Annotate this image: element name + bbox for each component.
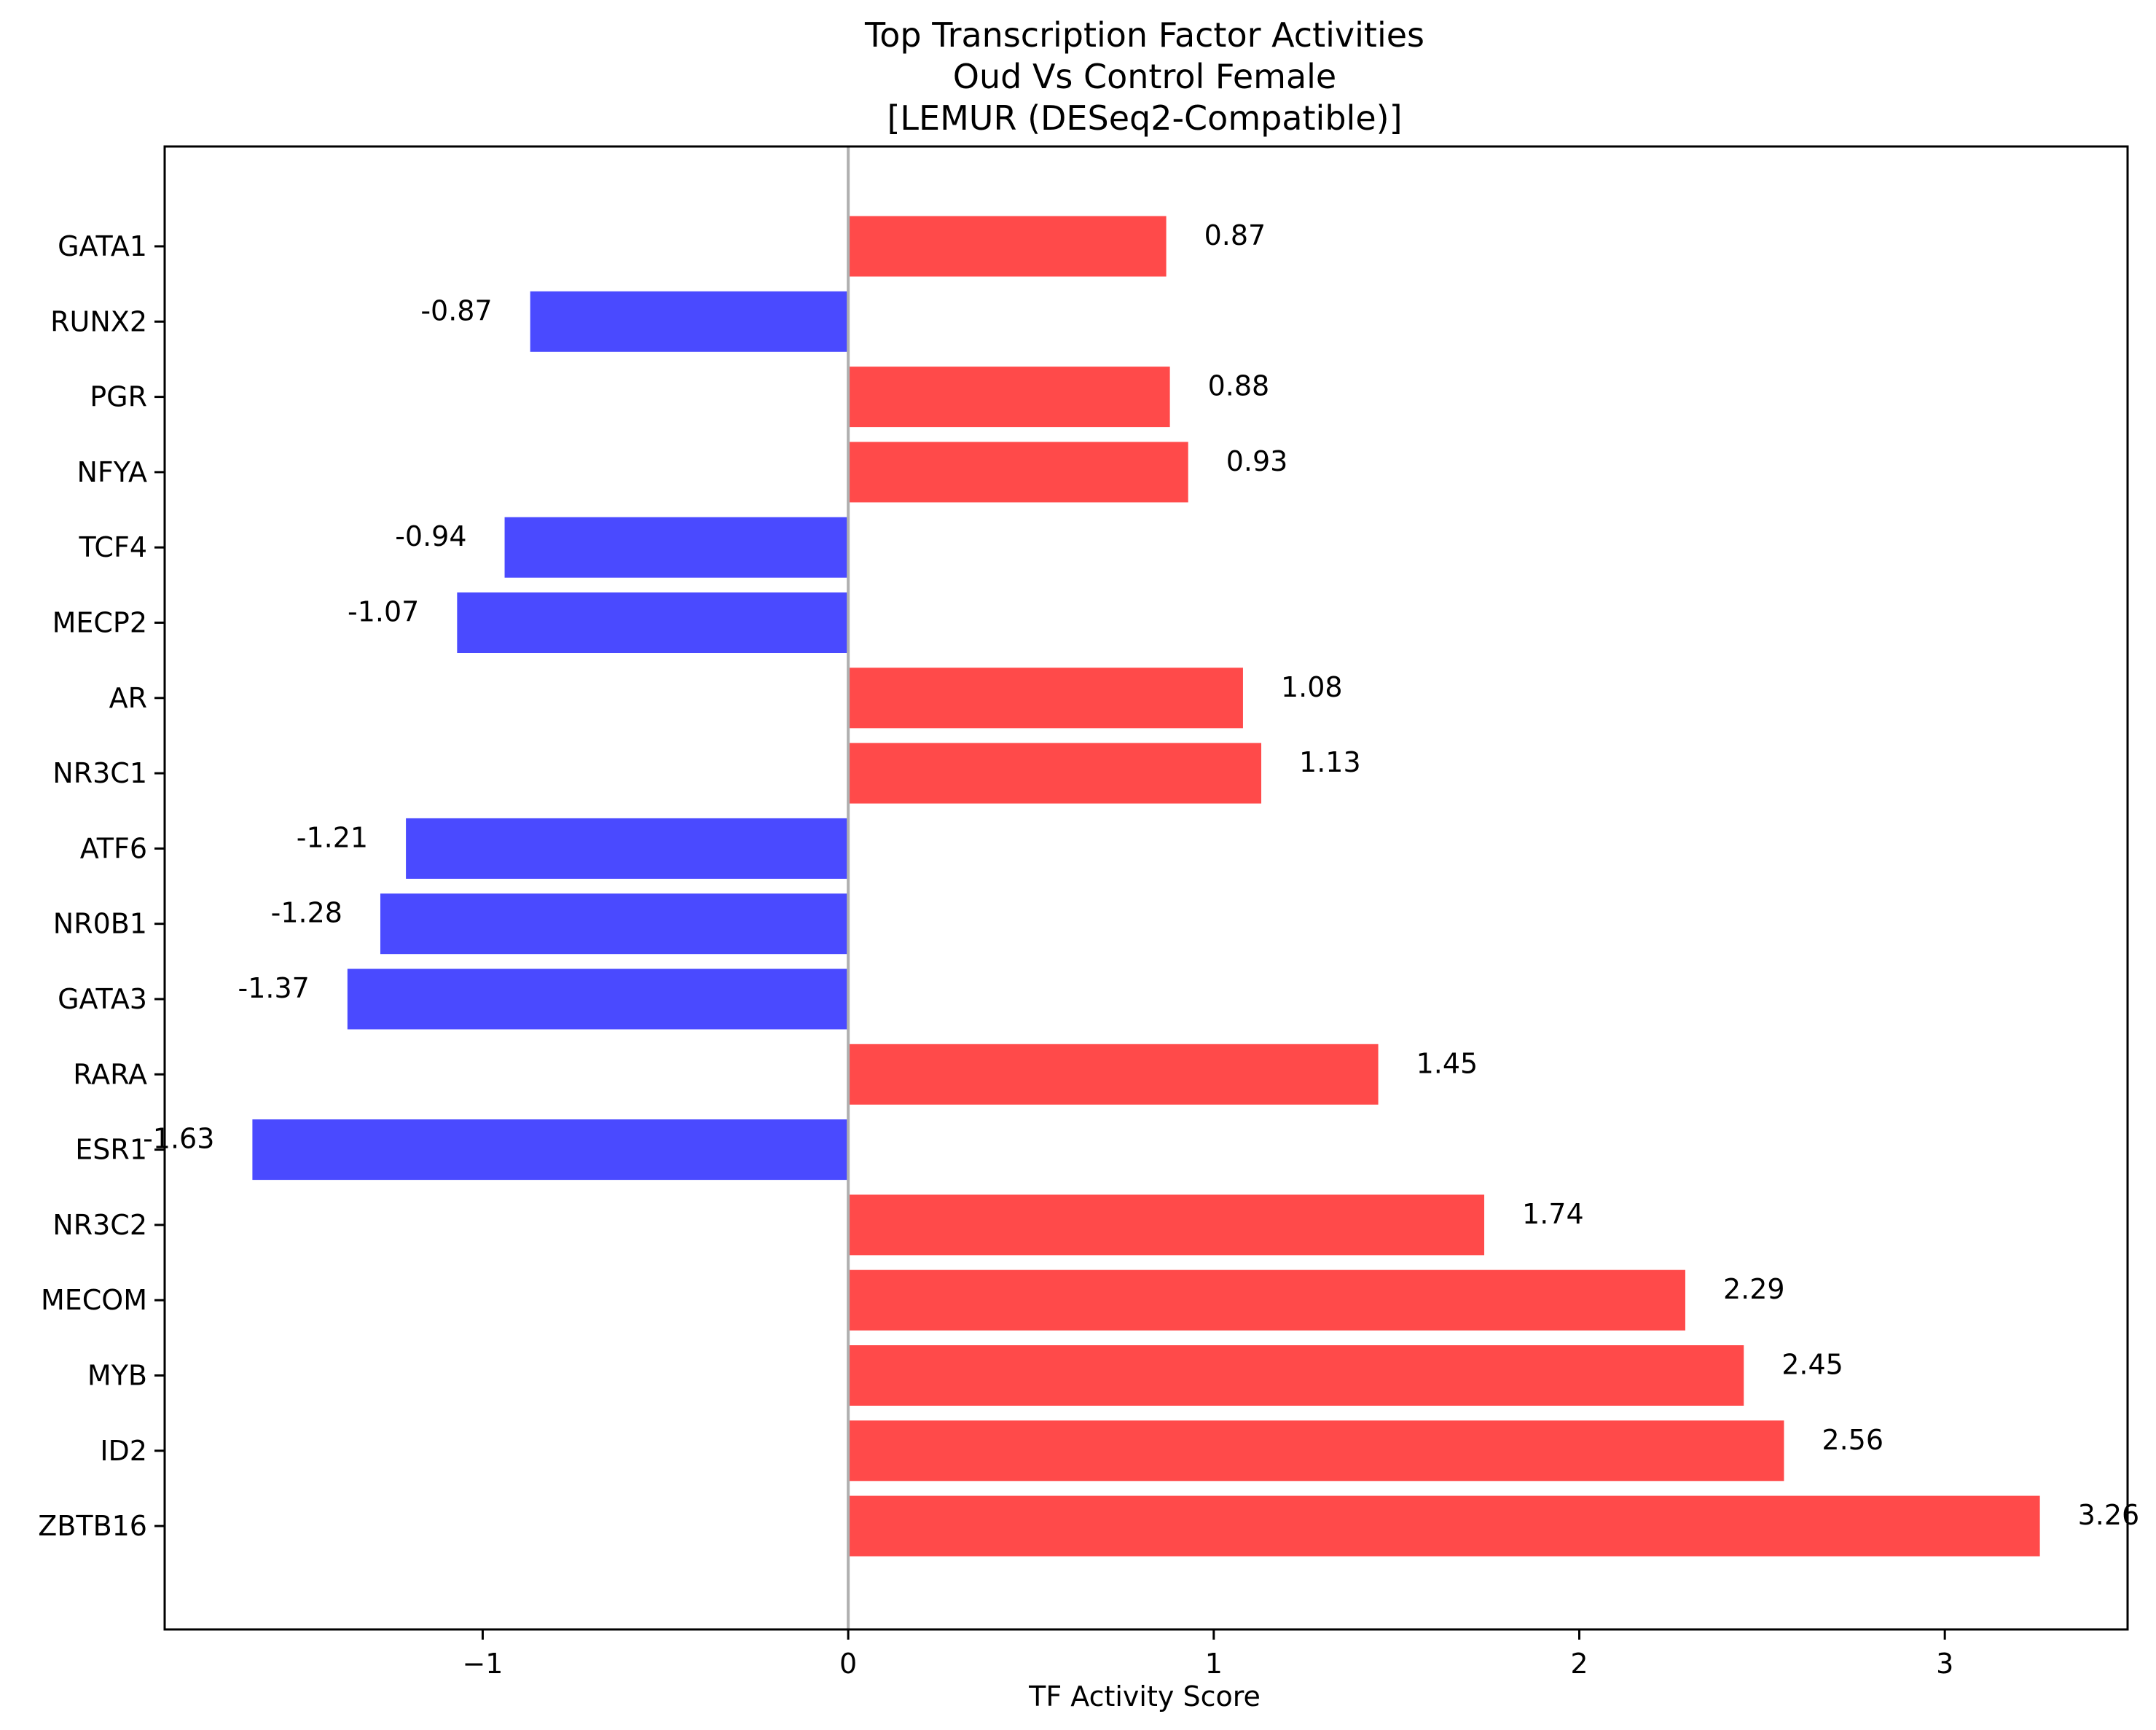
y-tick-label-nr3c1: NR3C1 xyxy=(52,757,147,789)
bars xyxy=(252,216,2040,1557)
value-label-runx2: -0.87 xyxy=(420,294,492,326)
chart-title: Top Transcription Factor Activities Oud … xyxy=(864,15,1424,138)
bar-zbtb16 xyxy=(848,1495,2040,1557)
value-label-nfya: 0.93 xyxy=(1226,445,1288,477)
bar-tcf4 xyxy=(504,517,849,578)
y-tick-label-mecp2: MECP2 xyxy=(52,607,147,639)
bar-gata1 xyxy=(848,216,1167,277)
value-label-rara: 1.45 xyxy=(1416,1047,1478,1079)
bar-esr1 xyxy=(252,1119,849,1181)
x-tick-label: 3 xyxy=(1936,1648,1953,1680)
bar-atf6 xyxy=(406,818,849,879)
value-label-nr3c2: 1.74 xyxy=(1522,1198,1584,1230)
bar-mecom xyxy=(848,1269,1685,1331)
chart-title-line-1: Top Transcription Factor Activities xyxy=(864,15,1424,55)
bar-nr3c2 xyxy=(848,1194,1485,1256)
bar-gata3 xyxy=(347,968,849,1030)
chart-title-line-3: [LEMUR (DESeq2-Compatible)] xyxy=(887,98,1402,138)
value-label-tcf4: -0.94 xyxy=(395,520,466,552)
bar-nfya xyxy=(848,442,1188,503)
value-label-mecom: 2.29 xyxy=(1723,1273,1785,1305)
value-label-id2: 2.56 xyxy=(1822,1424,1883,1456)
value-label-esr1: -1.63 xyxy=(143,1123,214,1155)
value-label-mecp2: -1.07 xyxy=(348,596,419,628)
x-tick-label: 2 xyxy=(1570,1648,1588,1680)
x-tick-label: 0 xyxy=(839,1648,857,1680)
chart-title-line-2: Oud Vs Control Female xyxy=(953,57,1336,96)
y-tick-label-nfya: NFYA xyxy=(77,456,147,488)
y-tick-label-nr0b1: NR0B1 xyxy=(53,908,147,940)
value-label-zbtb16: 3.26 xyxy=(2078,1499,2140,1531)
bar-nr3c1 xyxy=(848,743,1262,804)
value-label-gata3: -1.37 xyxy=(238,972,310,1004)
y-tick-label-runx2: RUNX2 xyxy=(50,305,147,337)
y-tick-label-id2: ID2 xyxy=(100,1435,147,1467)
bar-rara xyxy=(848,1044,1379,1105)
value-label-atf6: -1.21 xyxy=(297,821,368,853)
value-label-ar: 1.08 xyxy=(1281,671,1343,703)
bar-mecp2 xyxy=(457,592,849,653)
value-label-gata1: 0.87 xyxy=(1204,219,1266,251)
y-tick-label-nr3c2: NR3C2 xyxy=(52,1209,147,1241)
x-axis-ticks: −1 0 1 2 3 xyxy=(462,1629,1953,1680)
x-tick-label: 1 xyxy=(1205,1648,1223,1680)
value-label-pgr: 0.88 xyxy=(1208,370,1270,402)
bar-myb xyxy=(848,1345,1744,1406)
y-tick-label-ar: AR xyxy=(109,682,147,714)
value-label-nr0b1: -1.28 xyxy=(271,897,342,929)
y-axis-ticks: GATA1 RUNX2 PGR NFYA TCF4 MECP2 AR NR3C1 ATF6 NR0… xyxy=(38,230,165,1542)
value-label-nr3c1: 1.13 xyxy=(1299,746,1361,778)
y-tick-label-atf6: ATF6 xyxy=(80,832,147,864)
y-tick-label-rara: RARA xyxy=(73,1058,147,1090)
bar-nr0b1 xyxy=(380,893,849,955)
x-axis-label: TF Activity Score xyxy=(1028,1680,1261,1713)
bar-id2 xyxy=(848,1420,1784,1482)
value-label-myb: 2.45 xyxy=(1781,1349,1843,1381)
y-tick-label-myb: MYB xyxy=(87,1360,147,1392)
y-tick-label-tcf4: TCF4 xyxy=(78,531,147,563)
plot-area-frame xyxy=(163,145,2129,1631)
y-tick-label-gata1: GATA1 xyxy=(58,230,147,262)
y-tick-label-mecom: MECOM xyxy=(41,1284,147,1316)
y-tick-label-esr1: ESR1 xyxy=(75,1134,147,1166)
bar-ar xyxy=(848,668,1243,729)
bar-runx2 xyxy=(530,291,849,352)
y-tick-label-gata3: GATA3 xyxy=(58,983,147,1015)
x-tick-label: −1 xyxy=(462,1648,503,1680)
bar-pgr xyxy=(848,367,1170,428)
y-tick-label-pgr: PGR xyxy=(90,381,147,413)
y-tick-label-zbtb16: ZBTB16 xyxy=(38,1510,147,1542)
